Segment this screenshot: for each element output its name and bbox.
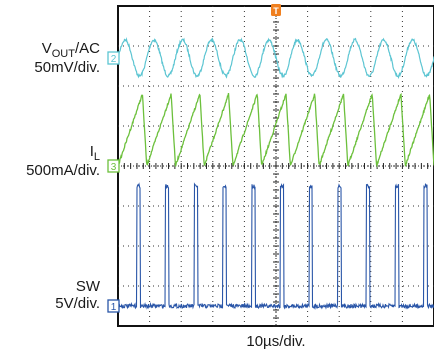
sw-scale-label: 5V/div. — [55, 295, 100, 312]
channel-marker-1: 1 — [107, 299, 120, 313]
channel-marker-number: 3 — [111, 162, 117, 173]
sw-channel-label: SW 5V/div. — [0, 278, 100, 312]
channel-marker-3: 3 — [107, 159, 120, 173]
vout-label-main: V — [41, 40, 52, 57]
il-channel-label: IL 500mA/div. — [0, 143, 100, 179]
sw-label-main: SW — [75, 278, 100, 295]
channel-marker-box — [107, 299, 120, 313]
vout-label-suffix: /AC — [74, 40, 100, 57]
il-trace — [117, 92, 434, 168]
il-scale-label: 500mA/div. — [26, 162, 100, 179]
il-label-main: I — [89, 143, 94, 160]
trigger-marker: T — [271, 4, 281, 16]
vout-label-sub: OUT — [51, 48, 75, 60]
trigger-marker-label: T — [273, 6, 279, 16]
il-label-sub: L — [93, 151, 100, 163]
channel-marker-number: 1 — [111, 302, 117, 313]
vout-scale-label: 50mV/div. — [34, 59, 100, 76]
channel-marker-box — [107, 159, 120, 173]
vout-channel-label: VOUT/AC 50mV/div. — [0, 40, 100, 76]
channel-markers: 2 3 1 T — [107, 4, 281, 313]
waveforms — [117, 37, 434, 310]
sw-trace — [117, 182, 434, 310]
trigger-marker-box — [271, 4, 281, 16]
channel-marker-box — [107, 51, 120, 65]
time-scale-label: 10µs/div. — [246, 333, 306, 350]
channel-marker-number: 2 — [111, 54, 117, 65]
channel-marker-2: 2 — [107, 51, 120, 65]
vout-trace — [117, 37, 434, 80]
